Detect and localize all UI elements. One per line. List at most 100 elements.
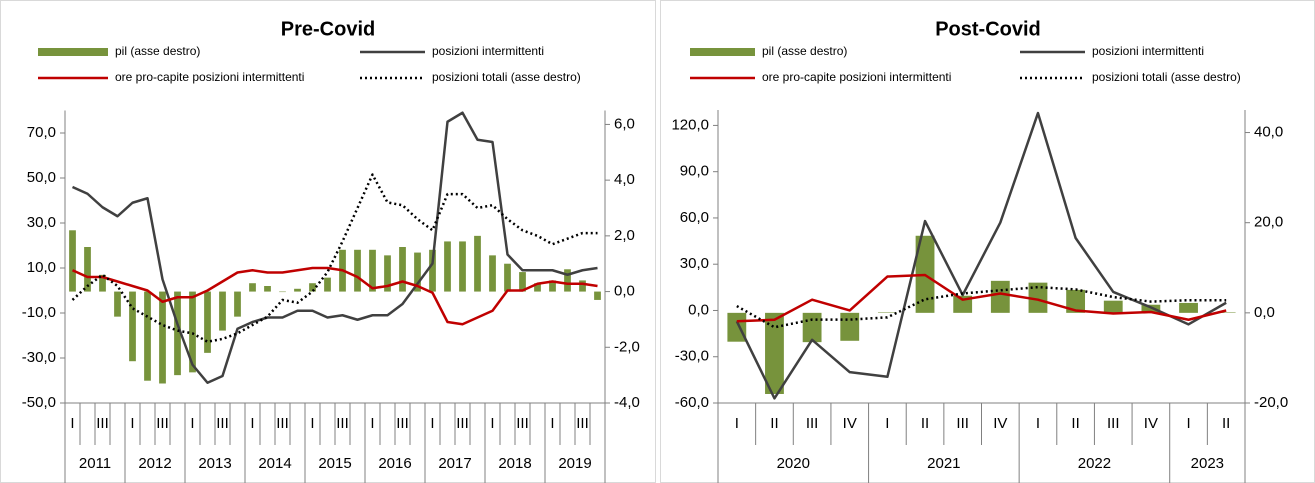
y2-tick-label: 40,0 [1254, 124, 1283, 141]
bar [354, 249, 361, 292]
x-tick-label: IV [993, 415, 1007, 432]
x-tick-label: I [1186, 415, 1190, 432]
bar [1179, 302, 1198, 313]
line [736, 285, 1227, 329]
legend-swatch [690, 48, 755, 56]
bar [1216, 312, 1236, 313]
year-label: 2014 [258, 455, 291, 472]
bar [579, 280, 586, 292]
x-tick-label: II [1071, 415, 1079, 432]
bar [534, 283, 541, 292]
x-tick-label: I [190, 415, 194, 432]
bar [219, 291, 226, 331]
bar [1066, 289, 1086, 313]
bar [84, 247, 91, 292]
line [71, 111, 598, 384]
y2-tick-label: 20,0 [1254, 214, 1283, 231]
legend-label: pil (asse destro) [115, 44, 200, 58]
x-tick-label: III [456, 415, 469, 432]
y-tick-label: -60,0 [675, 394, 709, 411]
bar [204, 291, 211, 353]
x-tick-label: I [430, 415, 434, 432]
y-tick-label: -50,0 [22, 394, 56, 411]
x-tick-label: I [370, 415, 374, 432]
y2-tick-label: -20,0 [1254, 394, 1288, 411]
x-tick-label: I [1036, 415, 1040, 432]
year-label: 2022 [1078, 455, 1111, 472]
bar [264, 286, 271, 292]
x-tick-label: I [130, 415, 134, 432]
year-label: 2015 [318, 455, 351, 472]
y-tick-label: 30,0 [27, 214, 56, 231]
year-label: 2018 [498, 455, 531, 472]
y-tick-label: -30,0 [675, 348, 709, 365]
bar [159, 291, 166, 384]
bar [144, 291, 151, 381]
x-tick-label: I [310, 415, 314, 432]
x-tick-label: III [396, 415, 409, 432]
year-label: 2011 [79, 455, 111, 472]
y-tick-label: -10,0 [22, 304, 56, 321]
x-tick-label: III [1107, 415, 1120, 432]
bar [399, 247, 406, 292]
x-tick-label: III [216, 415, 229, 432]
bar [249, 283, 256, 292]
year-label: 2021 [927, 455, 960, 472]
bar [429, 249, 436, 292]
x-tick-label: I [885, 415, 889, 432]
year-label: 2013 [198, 455, 231, 472]
x-tick-label: I [490, 415, 494, 432]
x-tick-label: II [921, 415, 929, 432]
bar [69, 230, 76, 292]
year-label: 2012 [138, 455, 171, 472]
bar [564, 269, 571, 292]
bar [114, 291, 121, 317]
legend-label: posizioni intermittenti [432, 44, 544, 58]
bar [877, 312, 897, 313]
y-tick-label: 30,0 [680, 255, 709, 272]
bar [594, 291, 601, 300]
line [71, 266, 598, 326]
x-tick-label: II [770, 415, 778, 432]
bar [234, 291, 241, 317]
bar [309, 283, 316, 292]
y2-tick-label: -4,0 [614, 394, 640, 411]
year-label: 2017 [438, 455, 471, 472]
bar [384, 255, 391, 292]
bar [444, 241, 451, 292]
bar [474, 235, 481, 292]
bar [1028, 282, 1048, 313]
line [71, 173, 598, 343]
x-tick-label: IV [843, 415, 857, 432]
bar [414, 252, 421, 292]
x-tick-label: IV [1144, 415, 1158, 432]
x-tick-label: III [96, 415, 109, 432]
chart-title: Post-Covid [935, 18, 1041, 40]
bar [279, 291, 286, 293]
y-tick-label: 10,0 [27, 259, 56, 276]
bar [765, 312, 784, 394]
x-tick-label: III [276, 415, 289, 432]
bar [504, 263, 511, 292]
year-label: 2019 [558, 455, 591, 472]
year-label: 2023 [1191, 455, 1224, 472]
legend-label: ore pro-capite posizioni intermittenti [115, 70, 304, 84]
legend-label: posizioni totali (asse destro) [1092, 70, 1241, 84]
bar [990, 280, 1010, 313]
line [735, 111, 1227, 400]
x-tick-label: I [70, 415, 74, 432]
x-tick-label: III [956, 415, 969, 432]
y-tick-label: 90,0 [680, 163, 709, 180]
x-tick-label: III [336, 415, 349, 432]
bar [294, 288, 301, 292]
x-tick-label: III [576, 415, 589, 432]
bar [99, 274, 106, 292]
y-tick-label: 120,0 [671, 116, 709, 133]
bar [840, 312, 860, 341]
y-tick-label: 50,0 [27, 169, 56, 186]
y-tick-label: -30,0 [22, 349, 56, 366]
bar [324, 277, 331, 292]
bar [802, 312, 822, 343]
